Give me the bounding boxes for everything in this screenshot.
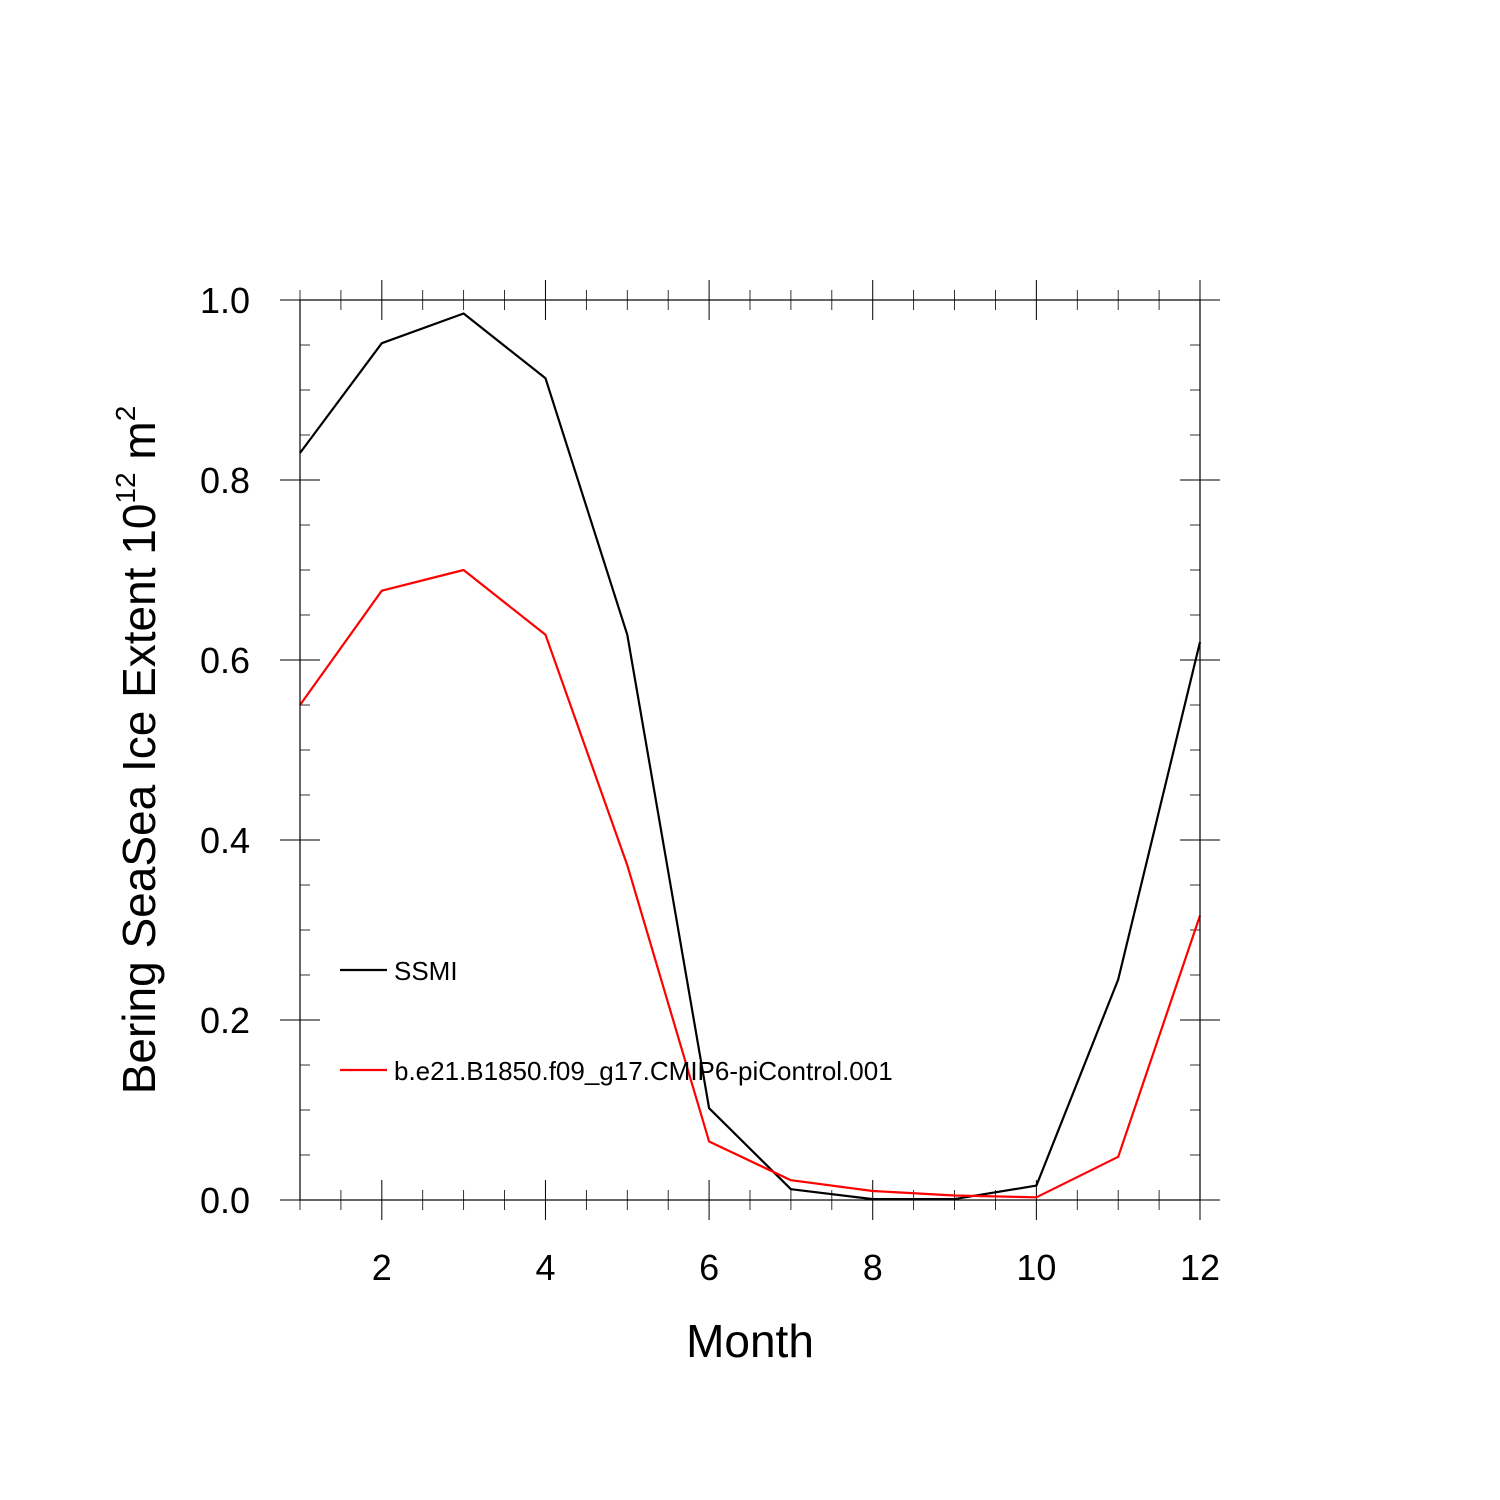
x-tick-label: 6: [699, 1247, 719, 1288]
series-line-ssmi: [299, 312, 1202, 1201]
y-tick-label: 1.0: [200, 280, 250, 321]
y-axis-title-main: Bering SeaSea Ice Extent 10: [113, 504, 165, 1095]
series-lines: [299, 312, 1202, 1201]
x-tick-label: 2: [372, 1247, 392, 1288]
series-line-cmip6: [299, 568, 1202, 1199]
y-tick-label: 0.4: [200, 820, 250, 861]
y-tick-label: 0.6: [200, 640, 250, 681]
y-axis-title-unit: m: [113, 421, 165, 472]
y-tick-label: 0.0: [200, 1180, 250, 1221]
y-axis-title-unit-exponent: 2: [110, 406, 141, 422]
y-tick-labels: 0.0 0.2 0.4 0.6 0.8 1.0: [200, 280, 250, 1221]
plot-frame: [299, 299, 1201, 1201]
x-tick-labels: 2 4 6 8 10 12: [372, 1247, 1220, 1288]
y-tick-label: 0.8: [200, 460, 250, 501]
x-tick-label: 10: [1016, 1247, 1056, 1288]
x-axis-title: Month: [686, 1315, 814, 1367]
legend-label-cmip6: b.e21.B1850.f09_g17.CMIP6-piControl.001: [394, 1056, 893, 1086]
x-tick-label: 12: [1180, 1247, 1220, 1288]
y-axis-title: Bering SeaSea Ice Extent 1012 m2: [110, 406, 165, 1095]
legend-label-ssmi: SSMI: [394, 956, 458, 986]
legend: SSMI b.e21.B1850.f09_g17.CMIP6-piControl…: [340, 956, 893, 1086]
x-tick-label: 8: [863, 1247, 883, 1288]
x-tick-label: 4: [535, 1247, 555, 1288]
y-tick-label: 0.2: [200, 1000, 250, 1041]
y-axis-title-exponent: 12: [110, 472, 141, 503]
